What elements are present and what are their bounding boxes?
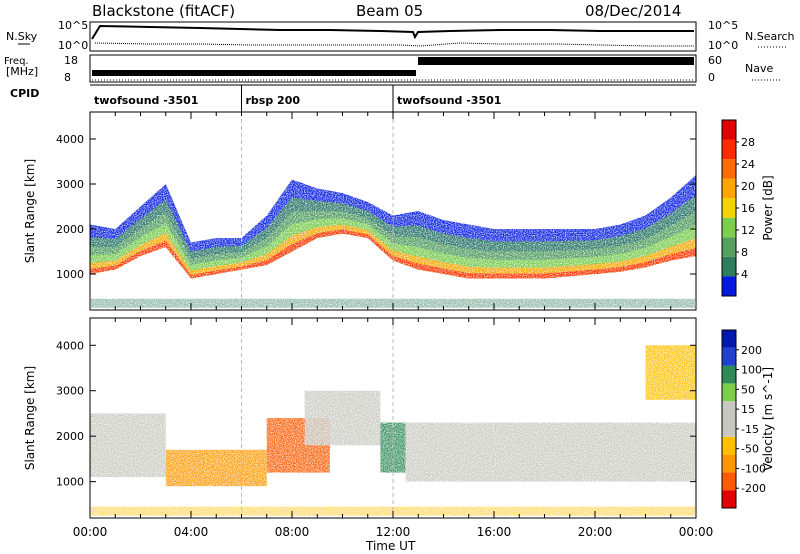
- cpid-segments: twofsound -3501 rbsp 200 twofsound -3501: [90, 84, 696, 112]
- noise-right-tick-high: 10^5: [708, 19, 738, 32]
- colorbar-tick-label: 28: [741, 136, 755, 149]
- y-axis-label: Slant Range [km]: [23, 159, 37, 263]
- colorbar-label: Velocity [m s^-1]: [761, 367, 775, 471]
- colorbar-tick-label: -15: [741, 423, 759, 436]
- y-tick-label: 1000: [56, 268, 84, 281]
- colorbar-swatch: [722, 383, 736, 402]
- time-axis-label: Time UT: [365, 539, 416, 553]
- x-tick-label: 16:00: [477, 525, 512, 539]
- colorbar-tick-label: 15: [741, 403, 755, 416]
- colorbar-swatch: [722, 472, 736, 491]
- velocity-colorbar: -200 -100 -50 -15 15 50 100 200 Velocity [m s^-1…: [721, 329, 775, 509]
- freq-trace-high: [418, 57, 694, 65]
- colorbar-tick-label: 8: [741, 246, 748, 259]
- colorbar-tick-label: 20: [741, 180, 755, 193]
- date-label: 08/Dec/2014: [585, 2, 681, 20]
- colorbar-swatch: [722, 256, 736, 277]
- colorbar-label: Power [dB]: [761, 175, 775, 240]
- colorbar-swatch: [722, 490, 736, 508]
- colorbar-swatch: [722, 120, 736, 140]
- cpid-segment-label: rbsp 200: [246, 94, 301, 107]
- colorbar-swatch: [722, 419, 736, 437]
- x-tick-label: 08:00: [275, 525, 310, 539]
- colorbar-swatch: [722, 217, 736, 238]
- noise-right-tick-low: 10^0: [708, 39, 738, 52]
- colorbar-frame: [721, 329, 737, 509]
- colorbar-tick-label: 100: [741, 364, 762, 377]
- colorbar-swatch: [722, 436, 736, 455]
- colorbar-tick-label: 12: [741, 224, 755, 237]
- colorbar-tick-label: 4: [741, 268, 748, 281]
- freq-label-line2: [MHz]: [6, 65, 38, 78]
- noise-left-label: N.Sky: [6, 30, 38, 43]
- colorbar-swatch: [722, 401, 736, 419]
- freq-right-tick-high: 60: [708, 54, 722, 67]
- colorbar-swatch: [722, 276, 736, 296]
- freq-right-tick-low: 0: [708, 71, 715, 84]
- x-tick-label: 20:00: [578, 525, 613, 539]
- noise-sky-line: [91, 24, 694, 40]
- time-axis: 00:00 04:00 08:00 12:00 16:00 20:00 00:00: [73, 525, 714, 539]
- station-title: Blackstone (fitACF): [92, 2, 235, 20]
- colorbar-tick-label: 16: [741, 202, 755, 215]
- y-tick-label: 4000: [56, 339, 84, 352]
- y-tick-label: 4000: [56, 133, 84, 146]
- colorbar-swatch: [722, 237, 736, 257]
- colorbar-swatch: [722, 365, 736, 384]
- colorbar-swatch: [722, 139, 736, 160]
- x-tick-label: 00:00: [73, 525, 108, 539]
- cpid-label: CPID: [10, 87, 39, 100]
- freq-left-tick-high: 18: [64, 54, 78, 67]
- colorbar-tick-label: 200: [741, 344, 762, 357]
- freq-left-tick-low: 8: [64, 71, 71, 84]
- cpid-segment-label: twofsound -3501: [397, 94, 501, 107]
- noise-right-label: N.Search: [745, 30, 795, 43]
- colorbar-swatch: [722, 198, 736, 218]
- colorbar-swatch: [722, 330, 736, 348]
- colorbar-tick-label: -200: [741, 482, 766, 495]
- colorbar-tick-label: -50: [741, 443, 759, 456]
- noise-left-tick-high: 10^5: [58, 19, 88, 32]
- y-tick-label: 3000: [56, 178, 84, 191]
- x-tick-label: 00:00: [679, 525, 714, 539]
- noise-panel-frame: [89, 21, 697, 52]
- colorbar-swatch: [722, 347, 736, 366]
- power-panel: 1000 2000 3000 4000 Slant Range [km]: [23, 111, 697, 311]
- noise-left-tick-low: 10^0: [58, 39, 88, 52]
- nave-label: Nave: [745, 62, 773, 75]
- colorbar-tick-label: 24: [741, 158, 755, 171]
- x-tick-label: 04:00: [174, 525, 209, 539]
- y-axis-label: Slant Range [km]: [23, 366, 37, 470]
- y-tick-label: 2000: [56, 430, 84, 443]
- colorbar-swatch: [722, 159, 736, 179]
- colorbar-swatch: [722, 454, 736, 473]
- x-tick-label: 12:00: [376, 525, 411, 539]
- y-tick-label: 2000: [56, 223, 84, 236]
- beam-label: Beam 05: [356, 2, 423, 20]
- noise-search-line: [94, 42, 694, 47]
- power-colorbar: 4 8 12 16 20 24 28 Power [dB]: [721, 119, 775, 297]
- freq-label-line1: Freq.: [4, 56, 29, 67]
- y-tick-label: 3000: [56, 385, 84, 398]
- freq-trace-low: [92, 70, 416, 76]
- colorbar-tick-label: -100: [741, 462, 766, 475]
- y-tick-label: 1000: [56, 476, 84, 489]
- velocity-panel: 1000 2000 3000 4000 Slant Range [km]: [23, 317, 697, 519]
- colorbar-tick-label: 50: [741, 383, 755, 396]
- freq-panel-frame: [89, 54, 697, 83]
- cpid-segment-label: twofsound -3501: [94, 94, 198, 107]
- colorbar-swatch: [722, 178, 736, 199]
